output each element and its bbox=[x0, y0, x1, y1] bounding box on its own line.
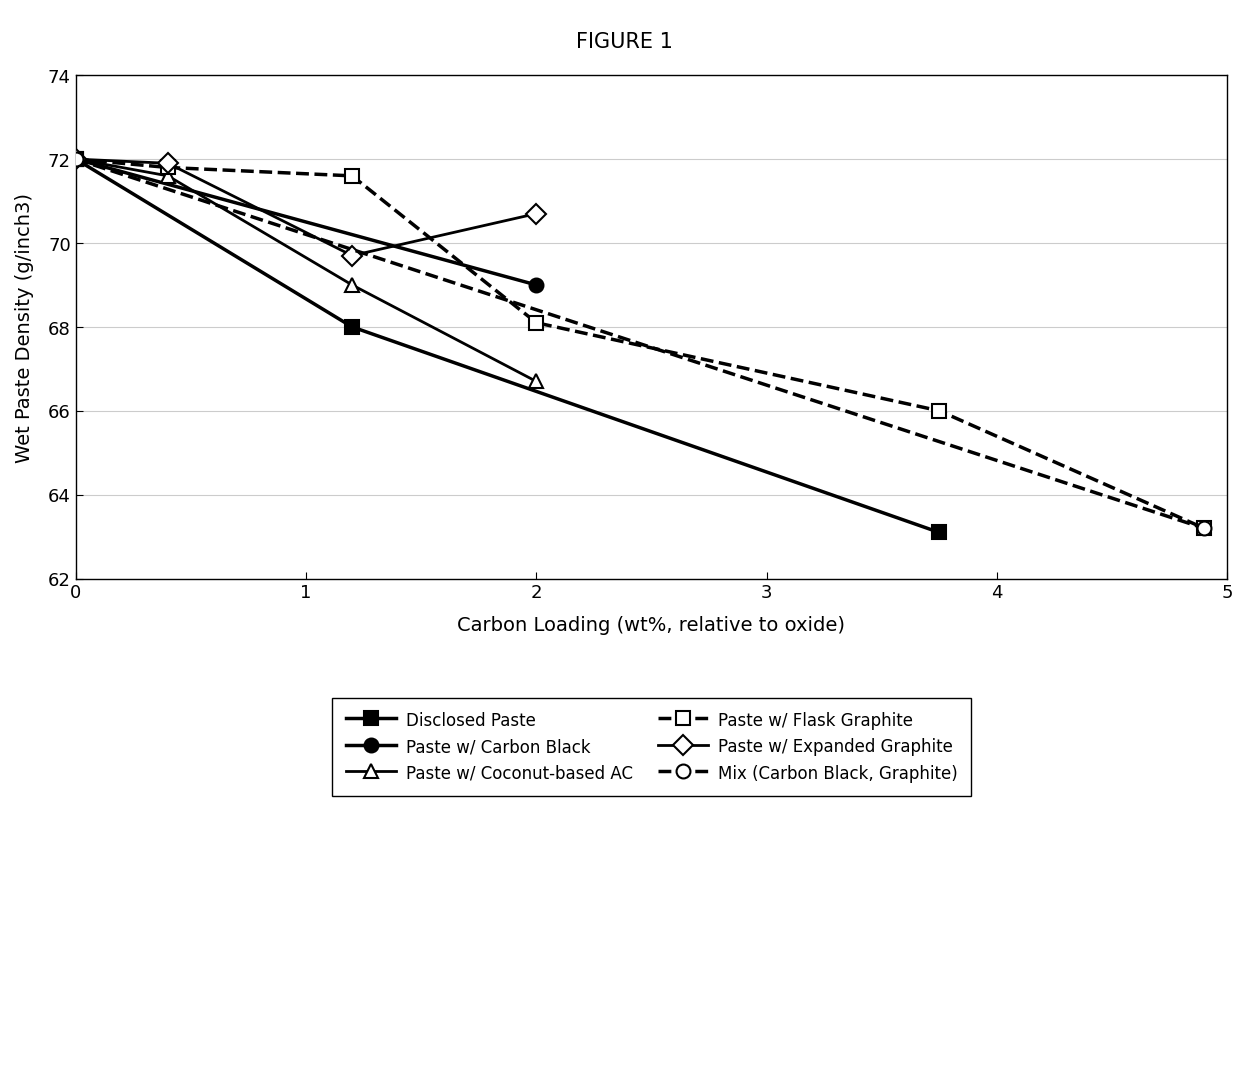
Legend: Disclosed Paste, Paste w/ Carbon Black, Paste w/ Coconut-based AC, Paste w/ Flas: Disclosed Paste, Paste w/ Carbon Black, … bbox=[332, 698, 970, 796]
Text: FIGURE 1: FIGURE 1 bbox=[575, 32, 672, 53]
X-axis label: Carbon Loading (wt%, relative to oxide): Carbon Loading (wt%, relative to oxide) bbox=[458, 615, 844, 635]
Y-axis label: Wet Paste Density (g/inch3): Wet Paste Density (g/inch3) bbox=[15, 193, 34, 463]
